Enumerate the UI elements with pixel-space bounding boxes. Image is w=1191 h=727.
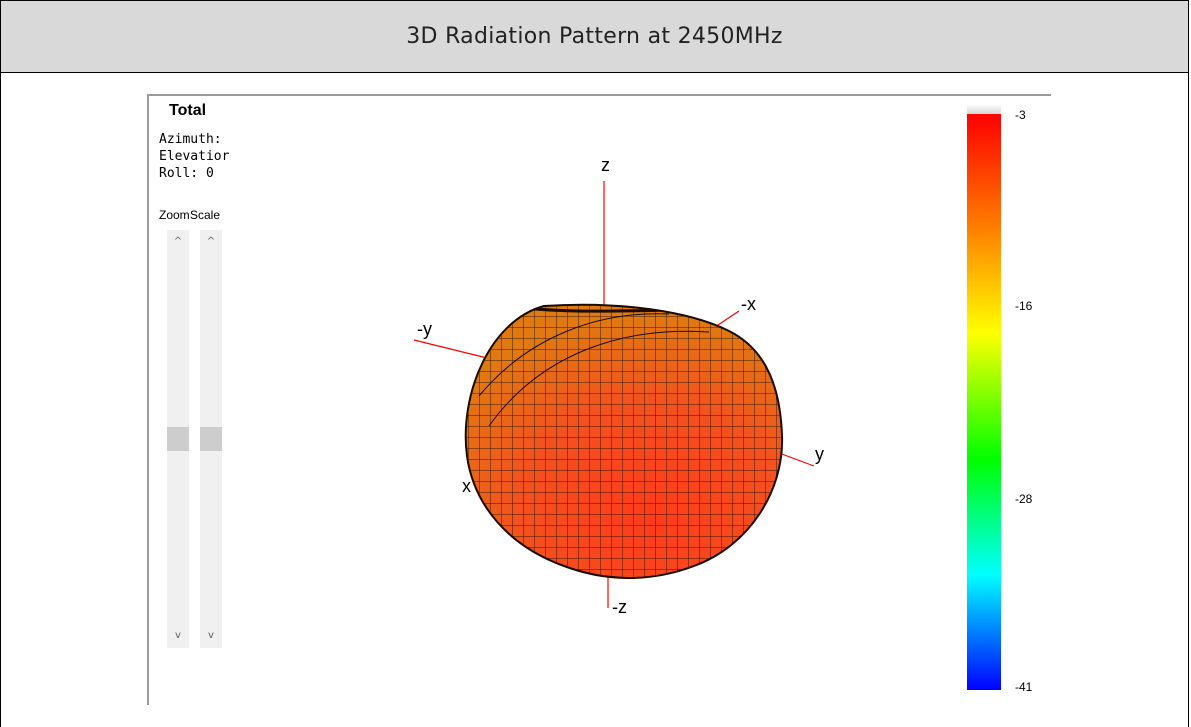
colorbar-tick-label: -41 bbox=[1015, 680, 1033, 694]
elevation-readout: Elevatior bbox=[159, 149, 230, 164]
roll-readout: Roll: 0 bbox=[159, 166, 214, 181]
title-bar: 3D Radiation Pattern at 2450MHz bbox=[1, 1, 1188, 73]
zoom-slider[interactable]: ^ v bbox=[167, 230, 189, 648]
colorbar-gradient bbox=[967, 114, 1001, 690]
x-axis-label: x bbox=[462, 476, 471, 496]
radiation-pattern-plot[interactable]: z -z -y y -x x bbox=[149, 96, 1049, 705]
page-title: 3D Radiation Pattern at 2450MHz bbox=[406, 24, 783, 49]
scale-slider[interactable]: ^ v bbox=[200, 230, 222, 648]
neg-y-axis-label: -y bbox=[417, 319, 432, 339]
colorbar-tick-label: -28 bbox=[1015, 492, 1033, 506]
pattern-viewer[interactable]: Total Azimuth: Elevatior Roll: 0 Zoom Sc… bbox=[147, 94, 1051, 705]
colorbar-cap bbox=[967, 104, 1001, 116]
azimuth-readout: Azimuth: bbox=[159, 132, 222, 147]
lobe-mesh bbox=[465, 304, 783, 579]
zoom-slider-thumb[interactable] bbox=[167, 427, 189, 451]
y-axis-label: y bbox=[815, 444, 824, 464]
zoom-down-arrow-icon[interactable]: v bbox=[175, 630, 181, 641]
zoom-up-arrow-icon[interactable]: ^ bbox=[173, 236, 183, 247]
radiation-lobe bbox=[464, 303, 784, 579]
y-axis-line bbox=[778, 452, 815, 467]
viewer-title: Total bbox=[169, 102, 207, 119]
scale-up-arrow-icon[interactable]: ^ bbox=[206, 236, 216, 247]
colorbar bbox=[967, 104, 1001, 690]
z-axis-label: z bbox=[601, 155, 610, 175]
neg-x-axis-label: -x bbox=[741, 294, 756, 314]
colorbar-tick-label: -16 bbox=[1015, 299, 1033, 313]
lobe-outline bbox=[464, 303, 784, 579]
scale-down-arrow-icon[interactable]: v bbox=[208, 630, 214, 641]
neg-y-axis-line bbox=[413, 339, 488, 359]
zoom-label: Zoom bbox=[159, 208, 190, 222]
neg-z-axis-label: -z bbox=[612, 597, 627, 617]
scale-slider-thumb[interactable] bbox=[200, 427, 222, 451]
scale-label: Scale bbox=[190, 208, 221, 222]
colorbar-tick-label: -3 bbox=[1015, 108, 1026, 122]
